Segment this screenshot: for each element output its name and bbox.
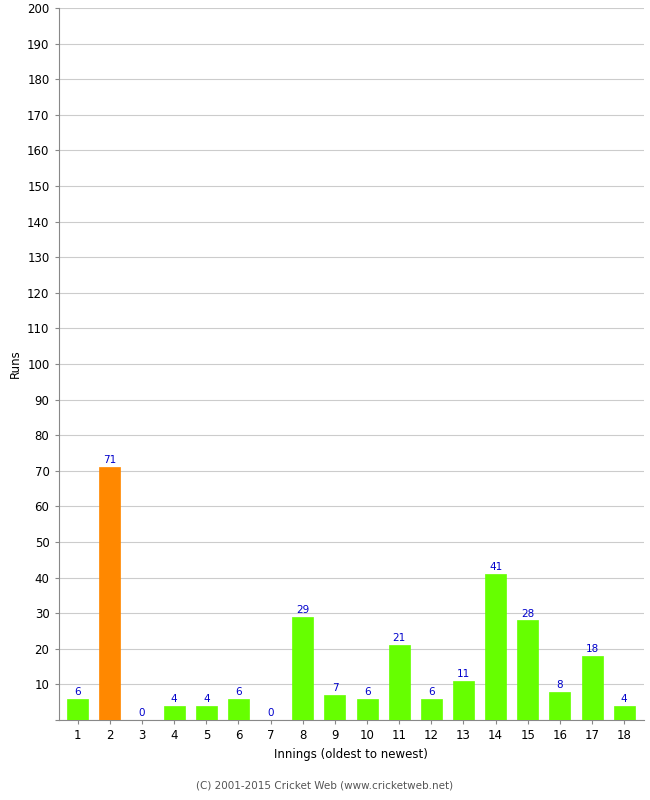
Bar [549, 691, 571, 720]
X-axis label: Innings (oldest to newest): Innings (oldest to newest) [274, 747, 428, 761]
Bar [164, 706, 185, 720]
Bar [614, 706, 634, 720]
Bar [357, 698, 378, 720]
Text: 8: 8 [556, 680, 564, 690]
Text: 4: 4 [171, 694, 177, 704]
Text: 6: 6 [75, 687, 81, 697]
Bar [99, 467, 120, 720]
Text: 21: 21 [393, 634, 406, 643]
Bar [517, 620, 538, 720]
Bar [292, 617, 313, 720]
Text: 4: 4 [621, 694, 627, 704]
Text: 71: 71 [103, 455, 116, 466]
Text: 6: 6 [428, 687, 435, 697]
Bar [485, 574, 506, 720]
Text: 11: 11 [457, 669, 470, 679]
Bar [324, 695, 345, 720]
Text: 6: 6 [364, 687, 370, 697]
Text: (C) 2001-2015 Cricket Web (www.cricketweb.net): (C) 2001-2015 Cricket Web (www.cricketwe… [196, 781, 454, 790]
Text: 4: 4 [203, 694, 210, 704]
Bar [582, 656, 603, 720]
Bar [453, 681, 474, 720]
Text: 7: 7 [332, 683, 338, 694]
Y-axis label: Runs: Runs [8, 350, 21, 378]
Bar [196, 706, 217, 720]
Bar [389, 646, 410, 720]
Text: 29: 29 [296, 605, 309, 615]
Text: 41: 41 [489, 562, 502, 572]
Bar [68, 698, 88, 720]
Bar [228, 698, 249, 720]
Bar [421, 698, 442, 720]
Text: 6: 6 [235, 687, 242, 697]
Text: 0: 0 [139, 708, 146, 718]
Text: 28: 28 [521, 609, 534, 618]
Text: 0: 0 [267, 708, 274, 718]
Text: 18: 18 [586, 644, 599, 654]
